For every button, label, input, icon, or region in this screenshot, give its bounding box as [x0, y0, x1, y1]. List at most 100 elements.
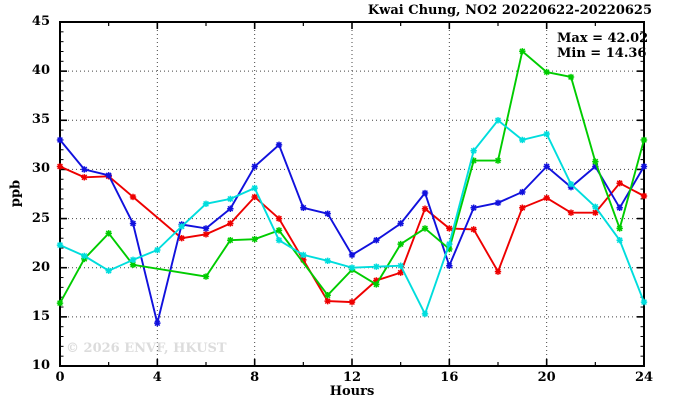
- x-axis-label: Hours: [329, 384, 375, 399]
- series-cyan-marker: [470, 147, 477, 154]
- series-green-marker: [373, 281, 380, 288]
- series-cyan-marker: [348, 264, 356, 271]
- series-red-marker: [640, 192, 648, 200]
- series-red-marker: [324, 297, 331, 305]
- series-blue-marker: [519, 188, 526, 196]
- series-cyan-marker: [324, 257, 331, 265]
- series-red-marker: [227, 220, 234, 227]
- series-green-marker: [105, 230, 112, 237]
- series-red-marker: [421, 205, 429, 212]
- series-blue-marker: [227, 205, 234, 212]
- series-blue-marker: [251, 163, 258, 170]
- series-green-marker: [494, 157, 502, 164]
- series-blue-marker: [129, 220, 137, 227]
- series-green-marker: [592, 158, 599, 165]
- series-cyan-marker: [275, 236, 283, 244]
- series-cyan-marker: [494, 117, 502, 124]
- series-blue-marker: [348, 251, 356, 259]
- series-blue-marker: [640, 163, 648, 170]
- series-cyan-marker: [640, 298, 648, 306]
- series-blue-marker: [543, 163, 550, 170]
- series-red-marker: [81, 174, 88, 181]
- series-green-marker: [56, 299, 64, 307]
- series-cyan-marker: [129, 256, 137, 264]
- series-green-marker: [324, 292, 331, 299]
- series-green-marker: [543, 68, 550, 76]
- series-cyan-marker: [592, 203, 599, 210]
- series-blue-marker: [373, 236, 380, 244]
- series-cyan-marker: [567, 180, 575, 188]
- max-annotation: Max = 42.02: [557, 31, 649, 46]
- series-green-marker: [251, 236, 258, 243]
- series-cyan-marker: [227, 195, 234, 203]
- y-tick-label: 45: [31, 14, 50, 29]
- series-cyan-marker: [251, 184, 258, 192]
- series-blue-marker: [275, 141, 283, 149]
- x-tick-label: 0: [55, 370, 65, 385]
- series-green-marker: [129, 261, 137, 268]
- min-annotation: Min = 14.36: [557, 46, 647, 61]
- series-blue-marker: [300, 204, 307, 211]
- series-blue-marker: [81, 166, 88, 173]
- series-cyan-marker: [373, 263, 380, 270]
- series-green-marker: [519, 48, 526, 55]
- series-cyan-marker: [300, 251, 307, 259]
- series-red-marker: [348, 298, 356, 306]
- y-tick-label: 10: [31, 358, 50, 373]
- series-blue-marker: [154, 319, 161, 327]
- series-blue-marker: [202, 225, 210, 232]
- series-green-marker: [275, 227, 283, 234]
- series-cyan-marker: [81, 252, 88, 260]
- series-red-marker: [300, 256, 307, 264]
- series-blue-marker: [616, 204, 623, 211]
- series-cyan-marker: [105, 267, 112, 274]
- series-blue-marker: [421, 189, 429, 197]
- x-tick-label: 12: [342, 370, 362, 385]
- series-green-marker: [640, 136, 648, 144]
- series-cyan-marker: [421, 310, 429, 318]
- series-red-marker: [592, 209, 599, 216]
- series-green-marker: [470, 157, 477, 164]
- series-red-marker: [202, 231, 210, 238]
- series-green-marker: [446, 245, 453, 253]
- series-red-marker: [373, 277, 380, 284]
- series-red-marker: [567, 209, 575, 216]
- series-green-marker: [567, 73, 575, 81]
- series-cyan-marker: [616, 236, 623, 244]
- series-red-marker: [129, 193, 137, 201]
- x-tick-label: 16: [440, 370, 459, 385]
- series-red-marker: [616, 179, 623, 187]
- series-green-marker: [397, 240, 404, 248]
- y-tick-label: 20: [31, 259, 50, 275]
- series-green-marker: [616, 225, 623, 232]
- series-blue-marker: [56, 136, 64, 144]
- series-green-marker: [227, 236, 234, 244]
- series-red-marker: [56, 163, 64, 170]
- series-red-marker: [446, 225, 453, 232]
- y-tick-label: 25: [31, 210, 50, 226]
- series-blue-marker: [494, 199, 502, 207]
- y-axis-label: ppb: [8, 179, 24, 208]
- series-blue-marker: [446, 262, 453, 269]
- series-green-marker: [421, 225, 429, 232]
- y-tick-label: 30: [31, 161, 50, 177]
- x-tick-label: 24: [634, 370, 654, 385]
- series-cyan-marker: [446, 240, 453, 248]
- series-green-marker: [202, 273, 210, 280]
- series-red-marker: [543, 194, 550, 202]
- series-cyan-marker: [56, 241, 64, 249]
- y-tick-label: 35: [31, 112, 50, 128]
- series-blue-marker: [324, 210, 331, 217]
- y-tick-label: 40: [31, 63, 50, 79]
- series-blue-marker: [397, 220, 404, 227]
- series-cyan-marker: [202, 200, 210, 208]
- series-cyan-marker: [178, 223, 185, 230]
- watermark: © 2026 ENVF, HKUST: [66, 341, 227, 356]
- series-blue-marker: [105, 172, 112, 179]
- series-red-line: [59, 165, 645, 304]
- x-tick-label: 8: [250, 370, 260, 385]
- series-red-marker: [178, 235, 185, 242]
- series-red-marker: [397, 269, 404, 276]
- series-blue-line: [59, 139, 645, 324]
- x-tick-label: 4: [152, 370, 162, 385]
